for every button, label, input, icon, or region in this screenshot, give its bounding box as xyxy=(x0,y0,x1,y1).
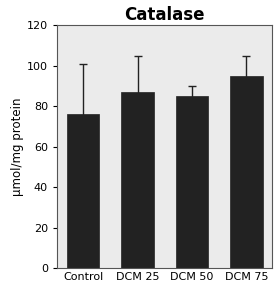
Bar xyxy=(121,92,154,268)
Bar xyxy=(230,76,263,268)
Bar xyxy=(67,114,100,268)
Bar xyxy=(176,96,208,268)
Y-axis label: μmol/mg protein: μmol/mg protein xyxy=(11,97,24,196)
Title: Catalase: Catalase xyxy=(125,5,205,24)
